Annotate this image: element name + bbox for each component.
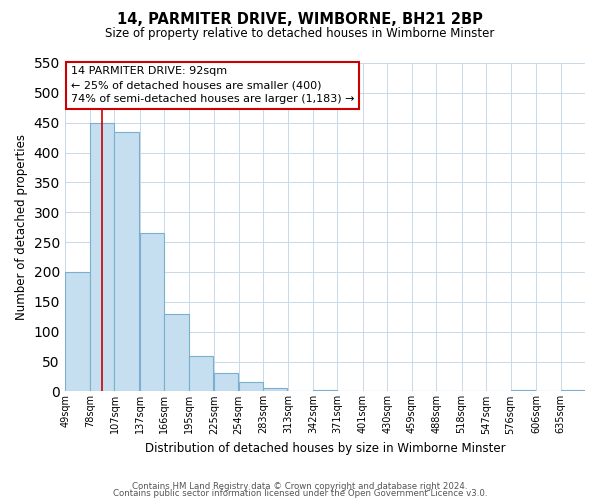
Bar (90, 122, 114, 392)
Bar (214, 374, 238, 392)
Text: Size of property relative to detached houses in Wimborne Minster: Size of property relative to detached ho… (106, 28, 494, 40)
Y-axis label: Number of detached properties: Number of detached properties (15, 134, 28, 320)
Bar (164, 314, 188, 392)
Bar (65, 272, 90, 392)
Text: 14 PARMITER DRIVE: 92sqm
← 25% of detached houses are smaller (400)
74% of semi-: 14 PARMITER DRIVE: 92sqm ← 25% of detach… (71, 66, 354, 104)
Bar (115, 132, 139, 392)
Bar (140, 233, 164, 392)
Text: Contains HM Land Registry data © Crown copyright and database right 2024.: Contains HM Land Registry data © Crown c… (132, 482, 468, 491)
Text: 14, PARMITER DRIVE, WIMBORNE, BH21 2BP: 14, PARMITER DRIVE, WIMBORNE, BH21 2BP (117, 12, 483, 28)
Bar (263, 388, 287, 392)
Text: Contains public sector information licensed under the Open Government Licence v3: Contains public sector information licen… (113, 489, 487, 498)
Bar (189, 356, 213, 392)
Bar (560, 390, 585, 392)
Bar (239, 382, 263, 392)
X-axis label: Distribution of detached houses by size in Wimborne Minster: Distribution of detached houses by size … (145, 442, 506, 455)
Bar (313, 390, 337, 392)
Bar (511, 390, 535, 392)
